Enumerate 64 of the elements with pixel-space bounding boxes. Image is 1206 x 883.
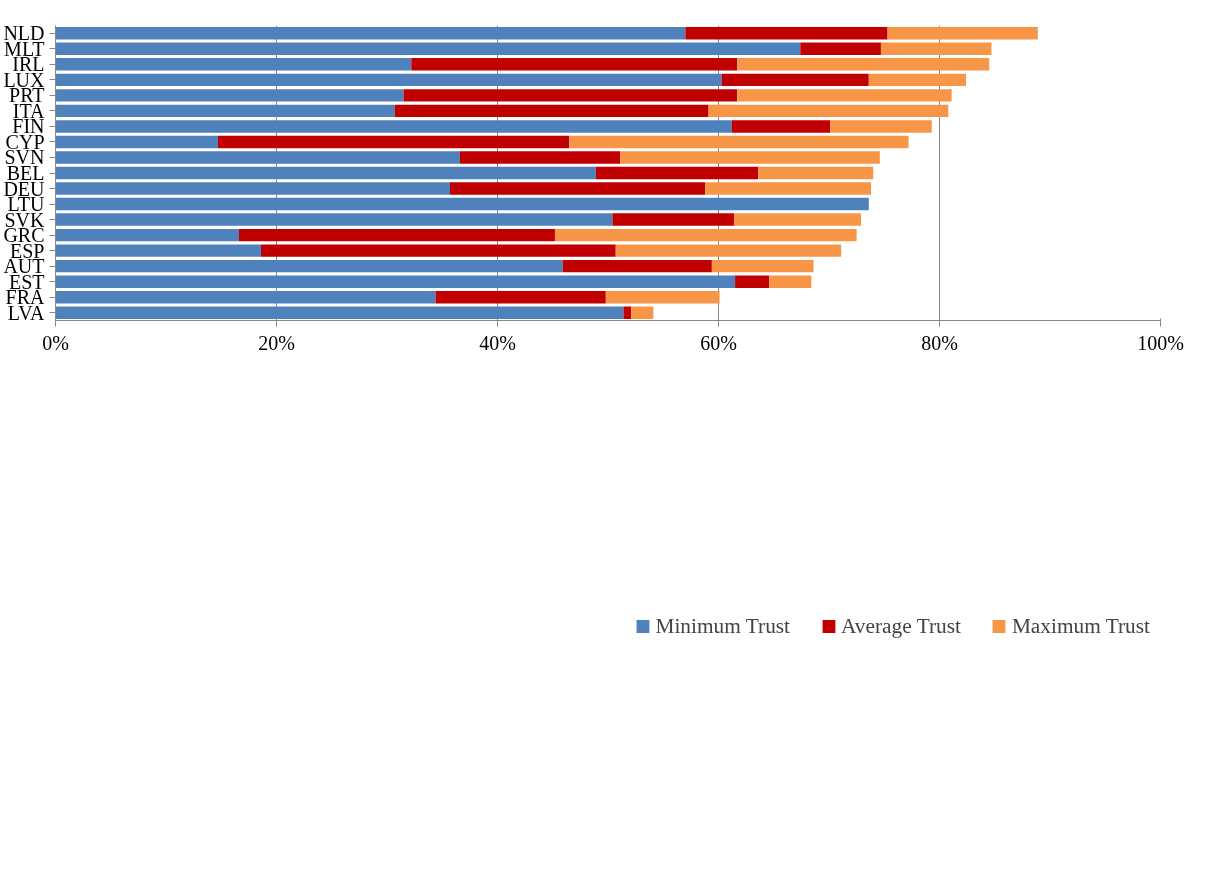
bar	[615, 244, 842, 257]
bar	[55, 275, 736, 288]
bar	[737, 58, 990, 71]
bar	[721, 73, 869, 87]
bar	[217, 135, 570, 149]
bar	[55, 135, 218, 149]
bar	[403, 89, 738, 102]
x-tick-label: 20%	[258, 331, 295, 354]
bar	[708, 104, 949, 118]
bar	[769, 275, 812, 288]
bar	[55, 104, 395, 118]
bar	[55, 89, 404, 102]
bar	[705, 182, 871, 195]
bar	[55, 259, 563, 273]
bar	[55, 120, 732, 133]
bar	[55, 166, 596, 180]
bar	[562, 259, 712, 273]
bar	[435, 291, 606, 304]
bar	[733, 213, 862, 226]
bar	[55, 73, 722, 87]
bar	[595, 166, 759, 180]
bar	[394, 104, 709, 118]
bar	[449, 182, 706, 195]
bar	[55, 244, 262, 257]
x-tick-label: 60%	[700, 331, 737, 354]
bar	[55, 197, 869, 211]
bar	[800, 42, 881, 55]
bar	[55, 42, 801, 55]
x-tick-label: 80%	[921, 331, 958, 354]
bar	[261, 244, 616, 257]
bar	[887, 27, 1038, 40]
bar	[623, 306, 632, 319]
bar	[459, 151, 621, 164]
x-tick-label: 40%	[479, 331, 516, 354]
bar	[868, 73, 967, 87]
bar	[55, 151, 460, 164]
bar	[711, 259, 814, 273]
bar	[55, 306, 624, 319]
bar	[830, 120, 932, 133]
bar	[631, 306, 654, 319]
bar	[620, 151, 880, 164]
x-tick-label: 100%	[1137, 331, 1184, 354]
bar	[55, 58, 412, 71]
bar	[735, 275, 770, 288]
bar	[55, 228, 239, 242]
bar	[731, 120, 831, 133]
bar	[411, 58, 738, 71]
bar	[554, 228, 857, 242]
bar	[880, 42, 992, 55]
bar	[737, 89, 952, 102]
legend-label: Minimum Trust	[655, 613, 791, 639]
bar	[55, 182, 450, 195]
bar	[612, 213, 734, 226]
bar	[238, 228, 555, 242]
bar	[758, 166, 874, 180]
bar	[605, 291, 720, 304]
bar	[55, 291, 436, 304]
bar	[685, 27, 888, 40]
bar	[55, 213, 613, 226]
legend-label: Maximum Trust	[1011, 613, 1150, 639]
legend-label: Average Trust	[841, 613, 961, 639]
x-tick-label: 0%	[42, 331, 69, 354]
bar	[55, 27, 686, 40]
bar	[569, 135, 909, 149]
